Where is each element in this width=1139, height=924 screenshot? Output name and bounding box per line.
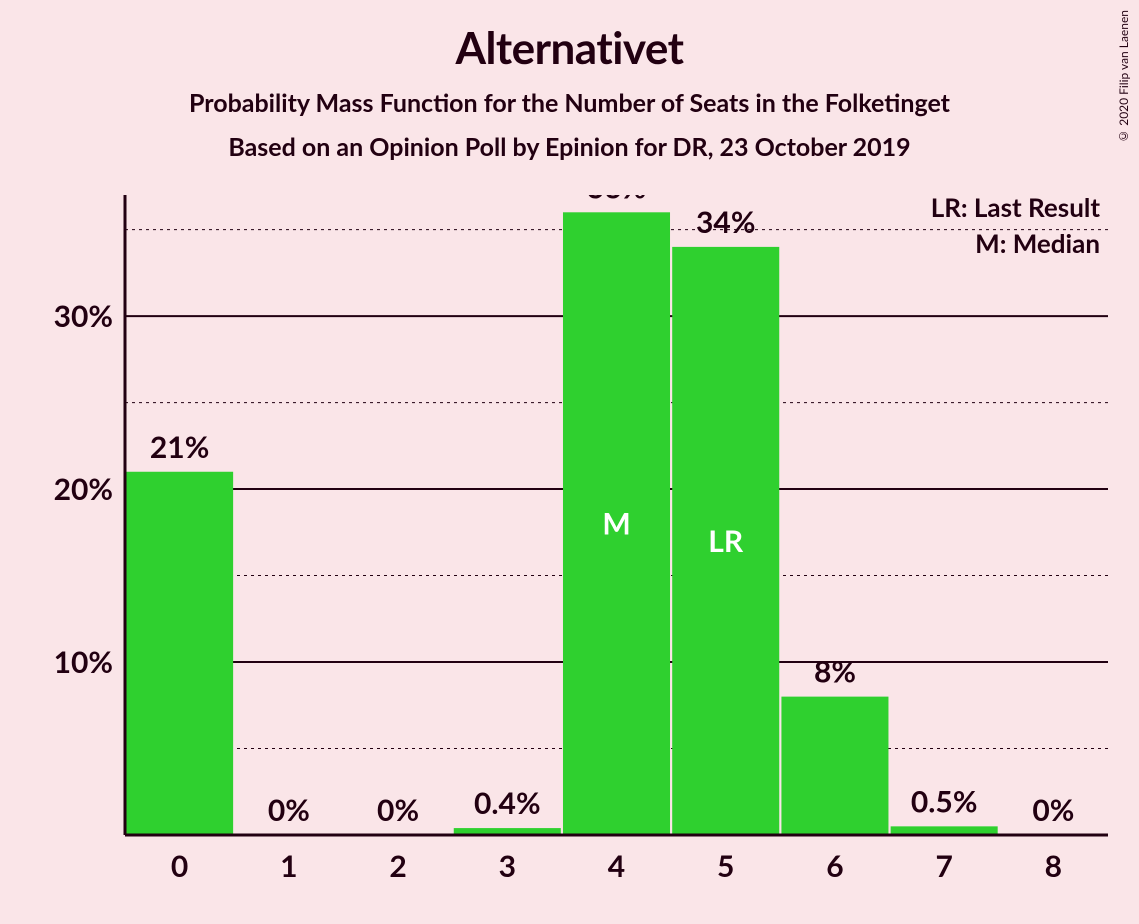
x-tick-label: 6 [826,848,843,884]
x-tick-label: 8 [1045,848,1062,884]
bar-value-label: 0% [377,792,419,828]
y-tick-label: 30% [54,298,113,334]
subtitle-1: Probability Mass Function for the Number… [0,88,1139,118]
chart-titles: Alternativet Probability Mass Function f… [0,0,1139,162]
x-tick-label: 5 [717,848,734,884]
chart-svg: 10% 20% 30% 0 1 2 3 4 5 6 7 8 21% 0% 0% 0.4% 36% 34% 8% 0… [30,195,1110,885]
bar-value-label: 36% [587,195,646,205]
bar-marker-label: LR [708,523,744,559]
x-tick-label: 3 [499,848,516,884]
chart-legend: LR: Last Result M: Median [931,195,1101,259]
bars [126,212,998,835]
bar-value-label: 8% [814,654,856,690]
x-tick-label: 7 [935,848,952,884]
bar [781,697,888,835]
bar-marker-label: M [602,506,630,542]
x-tick-label: 0 [171,848,188,884]
subtitle-2: Based on an Opinion Poll by Epinion for … [0,132,1139,162]
bar-value-label: 21% [150,429,209,465]
legend-m: M: Median [975,227,1100,259]
y-tick-label: 10% [54,644,113,680]
bar-value-label: 0% [1032,792,1074,828]
legend-lr: LR: Last Result [931,195,1101,223]
title-main: Alternativet [0,22,1139,74]
x-axis-labels: 0 1 2 3 4 5 6 7 8 [171,848,1062,884]
bar-value-label: 0% [268,792,310,828]
x-tick-label: 4 [608,848,625,884]
copyright-text: © 2020 Filip van Laenen [1116,10,1131,144]
bar [126,472,233,835]
chart-container: 10% 20% 30% 0 1 2 3 4 5 6 7 8 21% 0% 0% 0.4% 36% 34% 8% 0… [30,195,1110,885]
y-axis-labels: 10% 20% 30% [54,298,113,680]
x-tick-label: 1 [280,848,297,884]
bar-value-label: 0.5% [911,783,978,819]
bar-value-label: 0.4% [474,785,541,821]
bar-value-label: 34% [696,204,755,240]
y-tick-label: 20% [54,471,113,507]
x-tick-label: 2 [389,848,406,884]
